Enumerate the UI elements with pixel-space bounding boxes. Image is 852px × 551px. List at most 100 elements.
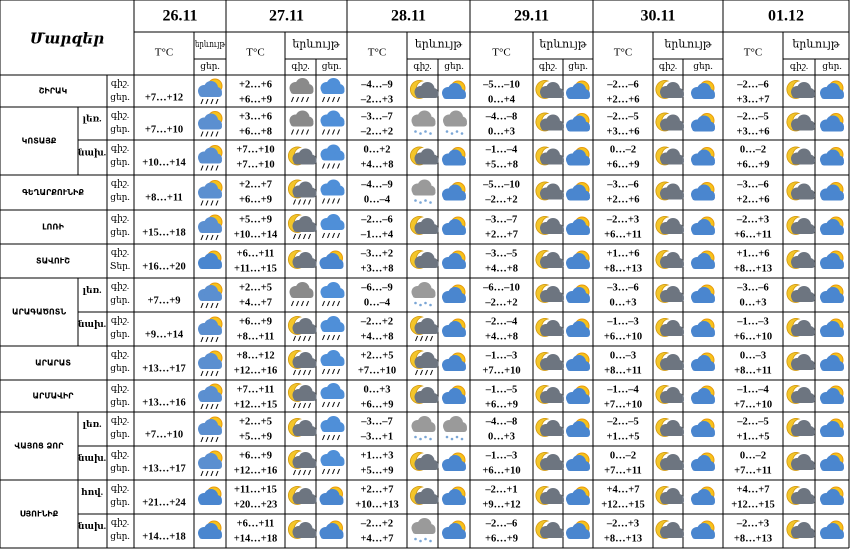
temperature: +8…+13 <box>604 263 642 274</box>
cloud <box>443 398 466 404</box>
cloud <box>692 93 715 99</box>
weather-icon <box>320 179 345 204</box>
temperature: +2…+5 <box>361 350 394 361</box>
rain <box>301 96 304 103</box>
period-label: ցեր. <box>110 497 129 507</box>
temperature: +4…+8 <box>485 331 518 342</box>
temperature: +12…+16 <box>234 365 277 376</box>
temperature: +6…+10 <box>734 331 772 342</box>
period-label: գիշ. <box>111 247 129 257</box>
zone: հով. <box>81 487 103 497</box>
rain <box>327 434 330 441</box>
temperature: 0…+4 <box>488 94 516 105</box>
rain <box>215 165 219 171</box>
cloud <box>792 158 815 165</box>
weather-icon <box>442 216 466 235</box>
rain <box>322 96 325 103</box>
temperature: +8…+11 <box>237 331 275 342</box>
phenomenon-header: երևույթ <box>792 39 840 51</box>
cloud <box>792 193 815 200</box>
cloud <box>821 229 844 235</box>
snow <box>414 537 417 541</box>
rain <box>415 369 418 376</box>
rain <box>293 233 296 240</box>
temperature: –6…–9 <box>360 282 393 293</box>
temperature: –2…–5 <box>606 111 639 122</box>
cloud <box>293 532 317 538</box>
cloud <box>443 533 466 539</box>
cloud <box>567 533 590 539</box>
rain <box>200 336 204 343</box>
temperature: +2…+6 <box>607 94 640 105</box>
cloud <box>821 431 844 437</box>
weather-icon <box>566 216 590 235</box>
weather-icon <box>198 416 223 443</box>
part-header: ցեր. <box>200 61 219 71</box>
cloud <box>541 193 564 200</box>
rain <box>332 232 335 239</box>
temperature: +4…+8 <box>361 159 394 170</box>
cloud <box>567 297 590 303</box>
rain <box>337 334 340 341</box>
weather-icon <box>409 216 439 235</box>
weather-icon <box>566 113 590 132</box>
rain <box>298 335 301 342</box>
snow <box>429 201 432 204</box>
cloud <box>541 330 564 336</box>
cloud <box>792 330 815 336</box>
weather-icon <box>287 383 317 409</box>
rain <box>205 200 209 206</box>
weather-icon <box>409 350 439 376</box>
temperature: +3…+6 <box>607 126 640 137</box>
rain <box>303 199 306 205</box>
temperature: +6…+10 <box>482 465 520 476</box>
weather-icon <box>535 520 564 539</box>
rain <box>425 369 428 376</box>
period-label: գիշ. <box>111 110 129 120</box>
temperature: +9…+12 <box>482 499 520 510</box>
rain <box>210 98 214 105</box>
temperature: +16…+20 <box>142 261 185 272</box>
cloud <box>199 533 222 539</box>
cloud <box>792 397 815 403</box>
temperature: –1…+4 <box>360 229 394 240</box>
temperature: +1…+6 <box>607 248 640 259</box>
cloud <box>412 189 436 196</box>
region-name: ՍՅՈՒՆԻՔ <box>20 510 59 519</box>
weather-icon <box>691 182 715 201</box>
cloud <box>321 426 345 432</box>
weather-icon <box>198 282 223 309</box>
snow <box>460 437 464 441</box>
rain <box>215 403 219 410</box>
snow <box>429 437 432 441</box>
weather-icon <box>535 486 564 505</box>
cloud <box>541 498 564 504</box>
rain <box>210 131 214 137</box>
temperature: –2…–5 <box>736 416 769 427</box>
cloud <box>567 159 590 166</box>
weather-icon <box>320 416 345 441</box>
cloud <box>541 158 564 165</box>
cloud <box>199 123 222 130</box>
rain <box>337 96 340 103</box>
rain <box>296 129 299 135</box>
temperature: +3…+8 <box>361 263 394 274</box>
temperature: +8…+13 <box>604 533 642 544</box>
cloud <box>415 464 439 470</box>
temperature: +2…+7 <box>239 179 272 190</box>
temperature: +12…+15 <box>234 399 277 410</box>
weather-icon <box>820 284 844 303</box>
snow <box>419 132 422 135</box>
rain <box>200 302 204 309</box>
cloud <box>443 499 466 505</box>
cloud <box>821 499 844 505</box>
rain <box>215 98 219 105</box>
weather-icon <box>820 352 844 371</box>
cloud <box>443 229 466 235</box>
weather-icon <box>289 78 314 103</box>
rain <box>332 96 335 103</box>
rain <box>337 198 340 204</box>
cloud <box>293 328 317 334</box>
temperature: +7…+11 <box>734 465 772 476</box>
